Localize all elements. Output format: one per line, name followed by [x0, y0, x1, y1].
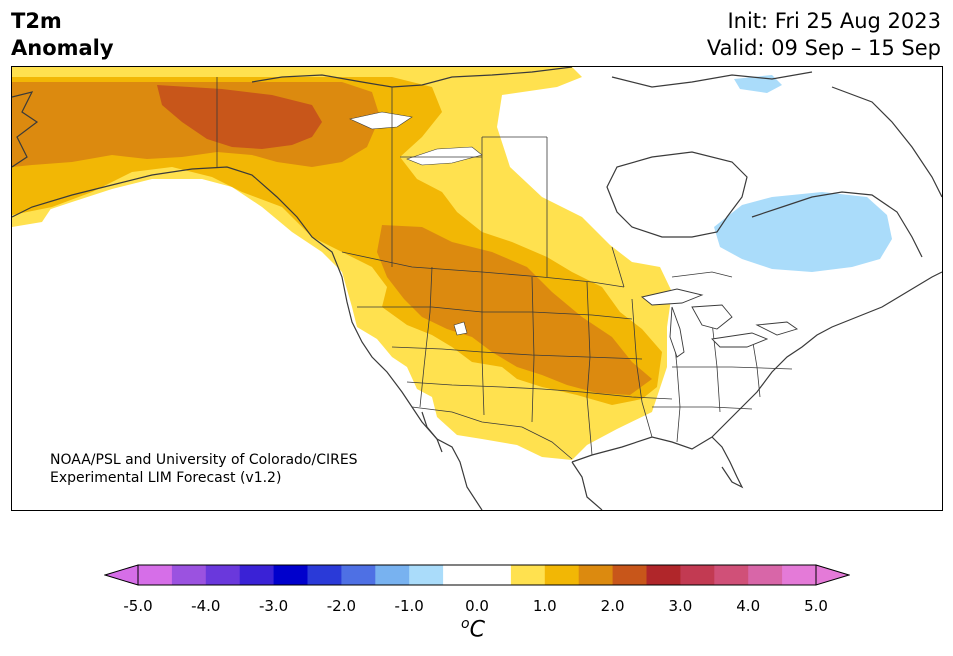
colorbar-swatch — [544, 565, 580, 585]
colorbar-low-extend — [104, 564, 139, 586]
colorbar-swatch — [409, 565, 444, 585]
colorbar-tick-label: 0.0 — [465, 597, 489, 615]
forecast-dates: Init: Fri 25 Aug 2023 Valid: 09 Sep – 15… — [707, 8, 941, 62]
colorbar-tick-label: 3.0 — [668, 597, 693, 615]
colorbar-swatch — [578, 565, 614, 585]
colorbar-swatch — [680, 565, 715, 585]
map-credit: NOAA/PSL and University of Colorado/CIRE… — [50, 452, 358, 486]
colorbar-swatch — [239, 565, 275, 585]
colorbar-outline — [137, 564, 817, 586]
colorbar-tick-label: -2.0 — [326, 597, 357, 615]
units-superscript: o — [461, 616, 470, 632]
colorbar-tick-label: -4.0 — [191, 597, 221, 615]
colorbar-swatch — [273, 565, 308, 585]
anomaly-region-light-yellow-west — [12, 207, 52, 227]
great-lakes — [640, 288, 799, 358]
political-borders — [216, 77, 793, 460]
colorbar-swatches — [138, 565, 817, 585]
anomaly-region-light-blue-north — [734, 75, 782, 93]
coastlines — [12, 67, 942, 510]
colorbar-swatch — [477, 565, 512, 585]
anomaly-region-light-blue — [714, 192, 892, 272]
colorbar-tick-label: -1.0 — [394, 597, 424, 615]
units-base: C — [469, 617, 485, 643]
colorbar-swatch — [714, 565, 749, 585]
colorbar-swatch — [341, 565, 376, 585]
colorbar-swatch — [782, 565, 817, 585]
colorbar-tick-label: 2.0 — [600, 597, 625, 615]
valid-range: Valid: 09 Sep – 15 Sep — [706, 36, 941, 60]
colorbar-tick-label: -3.0 — [258, 597, 289, 615]
init-date: Init: Fri 25 Aug 2023 — [727, 9, 941, 33]
colorbar-swatch — [375, 565, 410, 585]
colorbar-swatch — [138, 565, 173, 585]
title-line-2: Anomaly — [11, 36, 114, 60]
credit-line-2: Experimental LIM Forecast (v1.2) — [50, 470, 281, 486]
credit-line-1: NOAA/PSL and University of Colorado/CIRE… — [50, 452, 358, 468]
colorbar — [104, 564, 850, 586]
lake-feature-1 — [349, 111, 413, 130]
colorbar-tick-label: -5.0 — [123, 597, 153, 615]
colorbar-swatch — [510, 565, 546, 585]
colorbar-swatch — [748, 565, 783, 585]
colorbar-swatch — [171, 565, 207, 585]
colorbar-high-extend — [815, 564, 850, 586]
colorbar-swatch — [443, 565, 478, 585]
map-svg: NOAA/PSL and University of Colorado/CIRE… — [12, 67, 942, 510]
lake-feature-3 — [453, 321, 468, 336]
colorbar-swatch — [646, 565, 681, 585]
colorbar-tick-label: 4.0 — [736, 597, 761, 615]
anomaly-region-orange-central — [377, 225, 652, 395]
map-title: T2m Anomaly — [11, 8, 114, 62]
colorbar-swatch — [307, 565, 342, 585]
colorbar-units: oC — [461, 616, 485, 642]
colorbar-tick-label: 1.0 — [532, 597, 557, 615]
colorbar-swatch — [612, 565, 647, 585]
title-line-1: T2m — [11, 9, 62, 33]
anomaly-map: NOAA/PSL and University of Colorado/CIRE… — [11, 66, 943, 511]
colorbar-tick-label: 5.0 — [804, 597, 828, 615]
anomaly-region-dark-orange — [157, 85, 322, 149]
colorbar-swatch — [205, 565, 241, 585]
